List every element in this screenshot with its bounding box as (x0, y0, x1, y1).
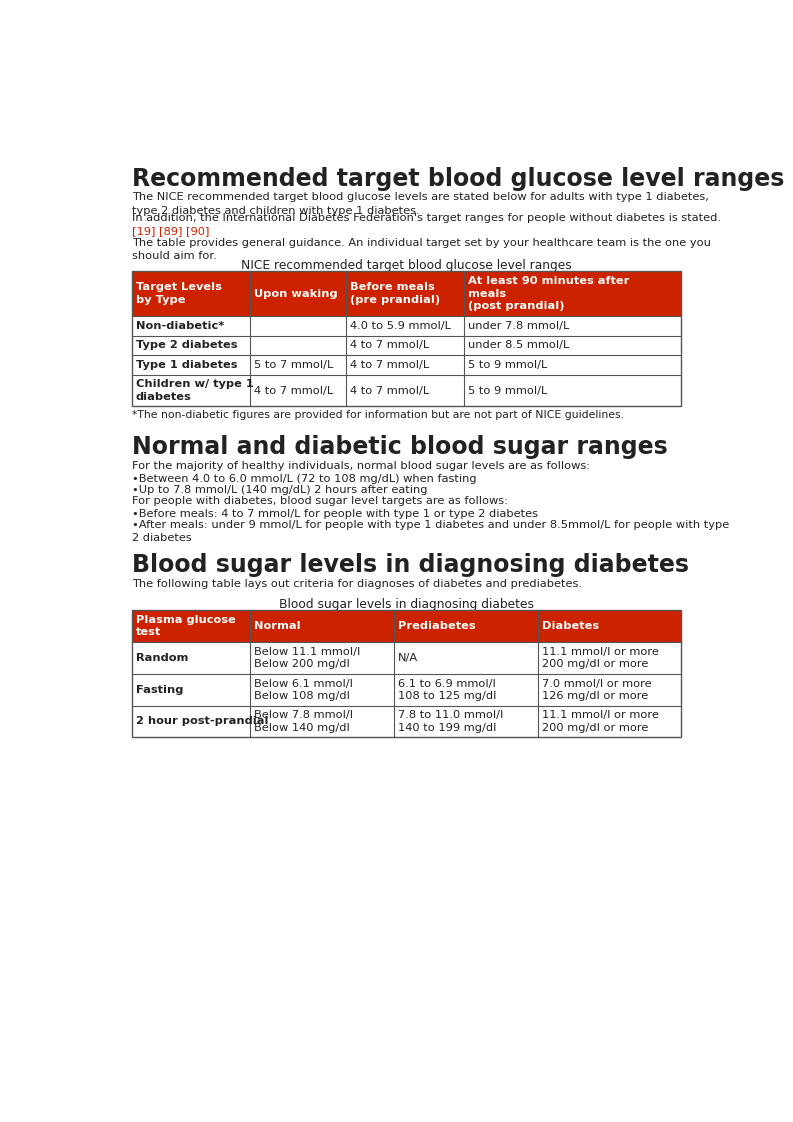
Text: under 8.5 mmol/L: under 8.5 mmol/L (469, 340, 569, 350)
Text: 11.1 mmol/l or more
200 mg/dl or more: 11.1 mmol/l or more 200 mg/dl or more (542, 647, 659, 670)
Text: The following table lays out criteria for diagnoses of diabetes and prediabetes.: The following table lays out criteria fo… (132, 579, 582, 589)
Text: Type 1 diabetes: Type 1 diabetes (136, 360, 237, 370)
Text: Non-diabetic*: Non-diabetic* (136, 321, 224, 331)
Text: •Between 4.0 to 6.0 mmol/L (72 to 108 mg/dL) when fasting: •Between 4.0 to 6.0 mmol/L (72 to 108 mg… (132, 473, 477, 484)
Text: Before meals
(pre prandial): Before meals (pre prandial) (351, 283, 440, 305)
Text: 4 to 7 mmol/L: 4 to 7 mmol/L (351, 386, 429, 396)
Text: *The non-diabetic figures are provided for information but are not part of NICE : *The non-diabetic figures are provided f… (132, 410, 623, 420)
Bar (132, 375, 681, 406)
Text: 11.1 mmol/l or more
200 mg/dl or more: 11.1 mmol/l or more 200 mg/dl or more (542, 710, 659, 733)
Text: The table provides general guidance. An individual target set by your healthcare: The table provides general guidance. An … (132, 238, 711, 261)
Text: 2 hour post-prandial: 2 hour post-prandial (136, 716, 269, 726)
Text: 4 to 7 mmol/L: 4 to 7 mmol/L (351, 360, 429, 370)
Text: Upon waking: Upon waking (254, 288, 338, 298)
Text: 7.8 to 11.0 mmol/l
140 to 199 mg/dl: 7.8 to 11.0 mmol/l 140 to 199 mg/dl (398, 710, 504, 733)
Bar (132, 335, 681, 356)
Text: Below 6.1 mmol/l
Below 108 mg/dl: Below 6.1 mmol/l Below 108 mg/dl (254, 679, 353, 701)
Text: Normal and diabetic blood sugar ranges: Normal and diabetic blood sugar ranges (132, 435, 668, 459)
Text: Blood sugar levels in diagnosing diabetes: Blood sugar levels in diagnosing diabete… (132, 553, 688, 577)
Text: Type 2 diabetes: Type 2 diabetes (136, 340, 237, 350)
Text: In addition, the International Diabetes Federation's target ranges for people wi: In addition, the International Diabetes … (132, 213, 721, 223)
Text: 4.0 to 5.9 mmol/L: 4.0 to 5.9 mmol/L (351, 321, 451, 331)
Text: 5 to 9 mmol/L: 5 to 9 mmol/L (469, 360, 548, 370)
Bar (132, 272, 681, 316)
Bar (132, 610, 681, 643)
Text: 5 to 7 mmol/L: 5 to 7 mmol/L (254, 360, 333, 370)
Bar (132, 643, 681, 674)
Text: Random: Random (136, 653, 188, 663)
Text: •After meals: under 9 mmol/L for people with type 1 diabetes and under 8.5mmol/L: •After meals: under 9 mmol/L for people … (132, 519, 729, 543)
Text: 4 to 7 mmol/L: 4 to 7 mmol/L (351, 340, 429, 350)
Text: Diabetes: Diabetes (542, 622, 600, 632)
Text: under 7.8 mmol/L: under 7.8 mmol/L (469, 321, 569, 331)
Text: Plasma glucose
test: Plasma glucose test (136, 615, 236, 637)
Text: 6.1 to 6.9 mmol/l
108 to 125 mg/dl: 6.1 to 6.9 mmol/l 108 to 125 mg/dl (398, 679, 496, 701)
Text: Children w/ type 1
diabetes: Children w/ type 1 diabetes (136, 379, 254, 402)
Bar (132, 706, 681, 737)
Text: 4 to 7 mmol/L: 4 to 7 mmol/L (254, 386, 333, 396)
Bar (132, 610, 681, 737)
Text: Below 7.8 mmol/l
Below 140 mg/dl: Below 7.8 mmol/l Below 140 mg/dl (254, 710, 353, 733)
Text: Normal: Normal (254, 622, 301, 632)
Text: For people with diabetes, blood sugar level targets are as follows:: For people with diabetes, blood sugar le… (132, 496, 508, 506)
Text: Below 11.1 mmol/l
Below 200 mg/dl: Below 11.1 mmol/l Below 200 mg/dl (254, 647, 360, 670)
Bar (132, 674, 681, 706)
Bar (132, 272, 681, 406)
Text: Prediabetes: Prediabetes (398, 622, 476, 632)
Text: Blood sugar levels in diagnosing diabetes: Blood sugar levels in diagnosing diabete… (279, 598, 534, 610)
Text: At least 90 minutes after
meals
(post prandial): At least 90 minutes after meals (post pr… (469, 276, 630, 311)
Text: Target Levels
by Type: Target Levels by Type (136, 283, 222, 305)
Bar (132, 356, 681, 375)
Text: •Before meals: 4 to 7 mmol/L for people with type 1 or type 2 diabetes: •Before meals: 4 to 7 mmol/L for people … (132, 509, 538, 518)
Text: [19] [89] [90]: [19] [89] [90] (132, 227, 209, 237)
Text: Fasting: Fasting (136, 684, 183, 695)
Text: N/A: N/A (398, 653, 418, 663)
Text: 5 to 9 mmol/L: 5 to 9 mmol/L (469, 386, 548, 396)
Text: •Up to 7.8 mmol/L (140 mg/dL) 2 hours after eating: •Up to 7.8 mmol/L (140 mg/dL) 2 hours af… (132, 485, 427, 495)
Text: Recommended target blood glucose level ranges: Recommended target blood glucose level r… (132, 167, 784, 191)
Text: NICE recommended target blood glucose level ranges: NICE recommended target blood glucose le… (241, 259, 572, 272)
Text: The NICE recommended target blood glucose levels are stated below for adults wit: The NICE recommended target blood glucos… (132, 192, 709, 215)
Text: For the majority of healthy individuals, normal blood sugar levels are as follow: For the majority of healthy individuals,… (132, 461, 590, 471)
Text: 7.0 mmol/l or more
126 mg/dl or more: 7.0 mmol/l or more 126 mg/dl or more (542, 679, 652, 701)
Bar (132, 316, 681, 335)
